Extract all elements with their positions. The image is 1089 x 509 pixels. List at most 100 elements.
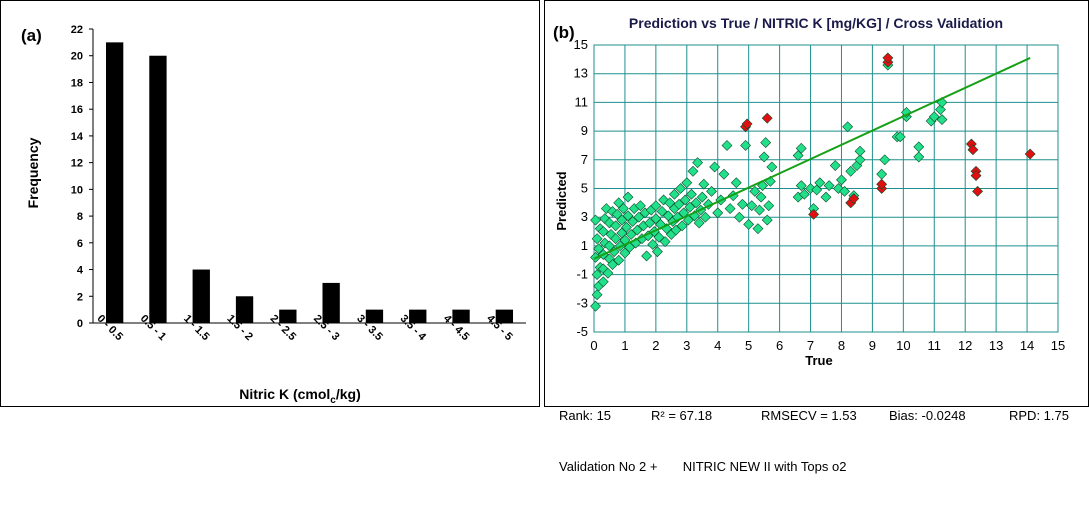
- data-point: [659, 236, 671, 248]
- data-point: [699, 211, 711, 223]
- outlier-point: [967, 144, 979, 156]
- outlier-point: [808, 208, 820, 220]
- outlier-point: [848, 193, 860, 204]
- data-point: [624, 241, 635, 253]
- stats-block: Rank: 15 R² = 67.18 RMSECV = 1.53 Bias: -0.…: [559, 373, 1069, 509]
- histogram-bar: [322, 282, 340, 323]
- histogram-bar: [495, 309, 514, 323]
- data-point: [718, 168, 730, 180]
- data-point: [749, 185, 761, 197]
- data-point: [675, 183, 687, 194]
- data-point: [761, 214, 773, 226]
- y-tick-label: 7: [581, 152, 588, 167]
- y-tick-label: 18: [71, 77, 83, 89]
- data-point: [746, 200, 758, 212]
- stat-rmsecv: RMSECV = 1.53: [761, 408, 857, 423]
- data-point: [724, 203, 736, 215]
- data-point: [854, 145, 866, 157]
- data-point: [679, 194, 691, 206]
- data-point: [928, 111, 940, 123]
- data-point: [597, 226, 609, 237]
- data-point: [590, 300, 601, 312]
- y-tick-label: 8: [77, 211, 83, 223]
- data-point: [627, 216, 639, 227]
- data-point: [913, 151, 925, 163]
- data-point: [798, 188, 810, 200]
- histogram-y-label: Frequency: [25, 137, 41, 208]
- data-point: [673, 198, 685, 210]
- y-tick-label: 12: [71, 158, 83, 170]
- data-point: [610, 233, 622, 245]
- data-point: [681, 177, 693, 189]
- x-tick-label: 12: [958, 338, 972, 353]
- data-point: [633, 211, 645, 223]
- y-tick-label: 11: [575, 94, 589, 109]
- y-tick-label: 3: [581, 209, 588, 224]
- data-point: [754, 204, 765, 216]
- data-point: [687, 165, 699, 177]
- data-point: [894, 131, 906, 143]
- data-point: [795, 142, 807, 154]
- x-tick-label: 11: [928, 338, 942, 353]
- data-point: [622, 191, 634, 203]
- data-point: [610, 220, 622, 232]
- data-point: [814, 177, 826, 189]
- y-tick-label: 0: [77, 318, 83, 330]
- data-point: [690, 197, 702, 209]
- scatter-panel: (b) Prediction vs True / NITRIC K [mg/KG…: [544, 0, 1089, 474]
- data-point: [617, 203, 629, 215]
- x-tick-label: 2: [652, 338, 659, 353]
- x-tick-label: 4: [714, 338, 721, 353]
- data-point: [656, 206, 668, 217]
- x-tick-label: 15: [1051, 338, 1065, 353]
- data-point: [597, 276, 609, 288]
- data-point: [692, 157, 704, 169]
- data-point: [625, 228, 637, 240]
- data-point: [836, 174, 847, 186]
- scatter-y-label: Predicted: [554, 171, 569, 230]
- histogram-bar: [235, 296, 254, 323]
- y-tick-label: 6: [77, 238, 83, 250]
- data-point: [795, 180, 807, 192]
- data-point: [760, 137, 772, 149]
- outlier-point: [876, 178, 888, 190]
- data-point: [879, 154, 891, 166]
- outlier-point: [1024, 148, 1036, 160]
- data-point: [901, 107, 912, 118]
- data-point: [696, 191, 708, 203]
- data-point: [839, 185, 850, 197]
- histogram-bar: [409, 309, 427, 323]
- y-tick-label: 9: [581, 123, 588, 138]
- data-point: [676, 220, 688, 232]
- histogram-bar: [452, 309, 470, 323]
- data-point: [590, 214, 601, 226]
- data-point: [621, 221, 632, 233]
- data-point: [820, 191, 832, 203]
- data-point: [607, 259, 618, 270]
- data-point: [651, 246, 663, 258]
- data-point: [730, 177, 742, 189]
- x-tick-label: 6: [776, 338, 783, 353]
- data-point: [644, 217, 656, 229]
- data-point: [712, 207, 724, 219]
- x-tick-label: 8: [838, 338, 845, 353]
- scatter-points: [590, 52, 1036, 312]
- histogram-bars: [105, 42, 514, 324]
- x-tick-label: 0: [590, 338, 597, 353]
- histogram-bar: [149, 55, 167, 324]
- histogram-bar: [365, 309, 384, 323]
- histogram-x-label: Nitric K (cmolc/kg): [239, 386, 360, 406]
- data-point: [913, 141, 925, 153]
- y-tick-label: 15: [574, 37, 588, 52]
- panel-label-a: (a): [21, 26, 42, 45]
- data-point: [653, 231, 665, 243]
- y-tick-label: 10: [71, 184, 83, 196]
- data-point: [842, 121, 854, 133]
- histogram-y-ticks: 0 2 4 6 8 10 12 14 16 18 20 22: [71, 24, 93, 330]
- data-point: [698, 178, 710, 190]
- data-point: [845, 165, 857, 177]
- data-point: [763, 200, 775, 212]
- x-tick-label: 13: [989, 338, 1003, 353]
